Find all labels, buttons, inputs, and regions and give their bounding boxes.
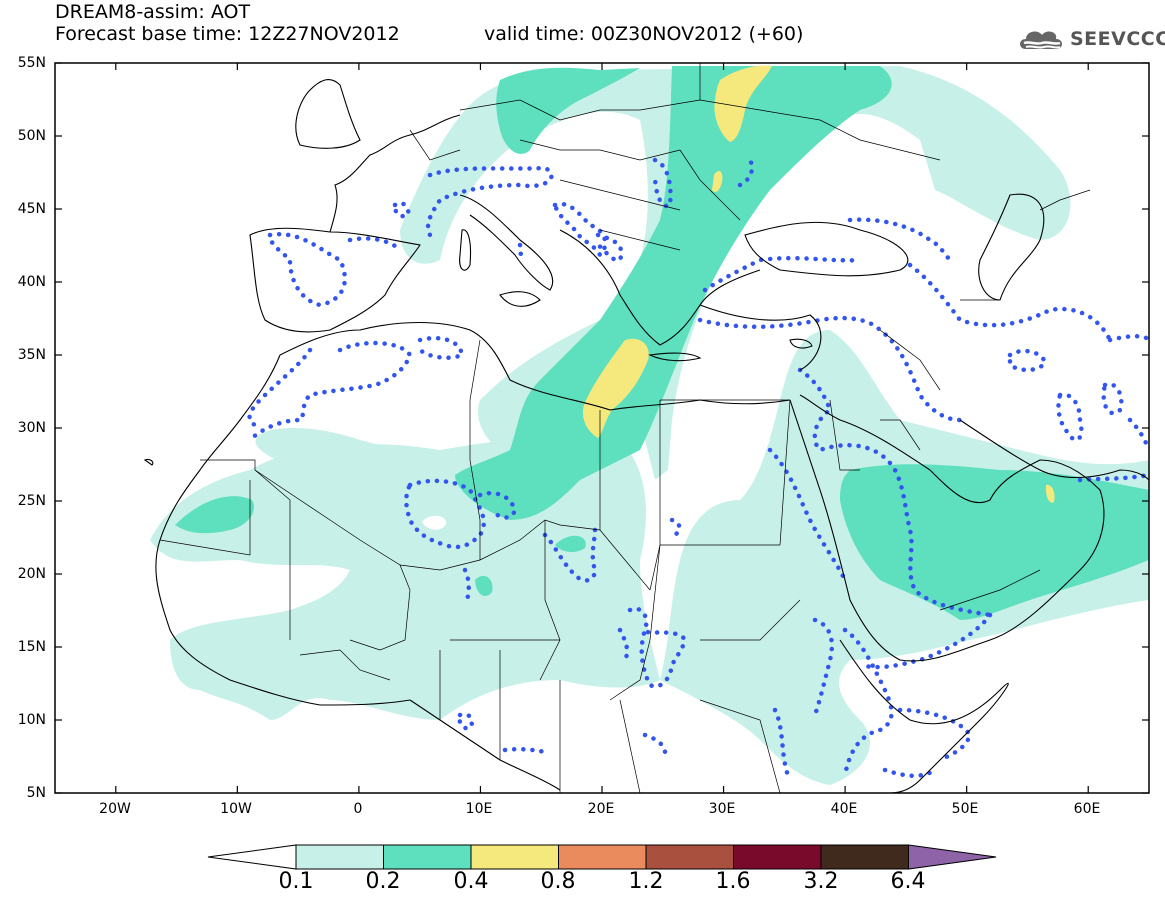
seevccc-logo: SEEVCCC	[1016, 24, 1165, 54]
lat-label-10n: 10N	[17, 712, 46, 728]
colorbar-label-3.2: 3.2	[803, 869, 839, 894]
lat-label-20n: 20N	[17, 566, 46, 582]
lat-label-30n: 30N	[17, 420, 46, 436]
colorbar-label-1.6: 1.6	[715, 869, 751, 894]
lat-label-40n: 40N	[17, 274, 46, 290]
lon-label-10e: 10E	[465, 801, 493, 817]
coastlines	[143, 79, 1149, 793]
logo-text: SEEVCCC	[1070, 28, 1165, 50]
forecast-base-time: Forecast base time: 12Z27NOV2012	[55, 23, 400, 45]
lon-label-10w: 10W	[220, 801, 252, 817]
chart-title: DREAM8-assim: AOT	[55, 1, 251, 23]
aot-below-0.1-holes	[422, 409, 770, 613]
lon-label-30e: 30E	[708, 801, 736, 817]
colorbar-label-0.2: 0.2	[365, 869, 401, 894]
lat-label-45n: 45N	[17, 201, 46, 217]
axis-ticks	[55, 62, 1149, 794]
lat-label-50n: 50N	[17, 128, 46, 144]
lon-label-50e: 50E	[951, 801, 979, 817]
lon-label-60e: 60E	[1073, 801, 1101, 817]
aot-contour-lines	[247, 157, 1149, 783]
lat-label-5n: 5N	[26, 785, 46, 801]
colorbar-label-0.8: 0.8	[540, 869, 576, 894]
lon-label-20w: 20W	[99, 801, 131, 817]
lat-label-35n: 35N	[17, 347, 46, 363]
lat-label-15n: 15N	[17, 639, 46, 655]
aot-0.4-region	[582, 65, 1055, 503]
cloud-icon	[1020, 31, 1062, 49]
colorbar-label-6.4: 6.4	[890, 869, 926, 894]
lon-label-0: 0	[353, 801, 363, 817]
valid-time: valid time: 00Z30NOV2012 (+60)	[484, 23, 804, 45]
lon-label-40e: 40E	[830, 801, 858, 817]
lat-label-55n: 55N	[17, 55, 46, 71]
country-borders	[159, 63, 1091, 793]
colorbar-label-1.2: 1.2	[628, 869, 664, 894]
colorbar-label-0.4: 0.4	[453, 869, 489, 894]
lon-label-20e: 20E	[587, 801, 615, 817]
aot-0.2-region	[175, 66, 1149, 620]
colorbar-label-0.1: 0.1	[278, 869, 314, 894]
lat-label-25n: 25N	[17, 493, 46, 509]
